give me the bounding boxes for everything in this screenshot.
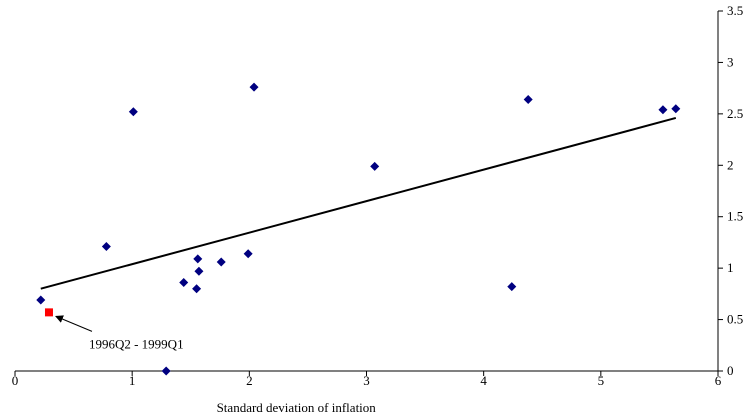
data-point <box>36 295 46 305</box>
data-point <box>370 161 380 171</box>
plot-frame <box>15 11 719 372</box>
annotation-arrow <box>55 315 93 332</box>
x-tick-label: 3 <box>363 373 370 388</box>
data-point <box>658 105 668 115</box>
y-tick-label: 0 <box>727 363 734 378</box>
y-tick-label: 0.5 <box>727 312 743 327</box>
x-tick-label: 1 <box>129 373 136 388</box>
annotation-label: 1996Q2 - 1999Q1 <box>89 336 184 351</box>
y-tick-label: 1 <box>727 260 734 275</box>
x-axis-ticks: 0 1 2 3 4 5 6 <box>12 371 722 388</box>
x-tick-label: 5 <box>598 373 605 388</box>
trendline <box>40 117 677 290</box>
annotation-layer: 1996Q2 - 1999Q1 <box>55 315 184 351</box>
x-tick-label: 0 <box>12 373 19 388</box>
data-point <box>101 242 111 252</box>
y-axis-ticks: 0 0.5 1 1.5 2 2.5 3 3.5 <box>718 3 743 378</box>
data-point <box>128 107 138 117</box>
data-point <box>243 249 253 259</box>
points-layer <box>36 82 681 376</box>
data-point <box>671 104 681 114</box>
y-tick-label: 2 <box>727 157 734 172</box>
data-point <box>161 366 171 376</box>
data-point <box>523 94 533 104</box>
x-tick-label: 4 <box>480 373 487 388</box>
highlighted-point <box>44 308 53 317</box>
data-point <box>179 278 189 288</box>
x-tick-label: 6 <box>715 373 722 388</box>
x-axis-title: Standard deviation of inflation <box>217 400 377 415</box>
data-point <box>507 282 517 292</box>
trendline-layer <box>40 117 677 290</box>
y-tick-label: 2.5 <box>727 106 743 121</box>
data-point <box>249 82 259 92</box>
y-tick-label: 3.5 <box>727 3 743 18</box>
data-point <box>192 284 202 294</box>
x-tick-label: 2 <box>246 373 253 388</box>
data-point <box>194 266 204 276</box>
y-tick-label: 3 <box>727 54 734 69</box>
data-point <box>193 254 203 264</box>
y-tick-label: 1.5 <box>727 209 743 224</box>
data-point <box>216 257 226 267</box>
